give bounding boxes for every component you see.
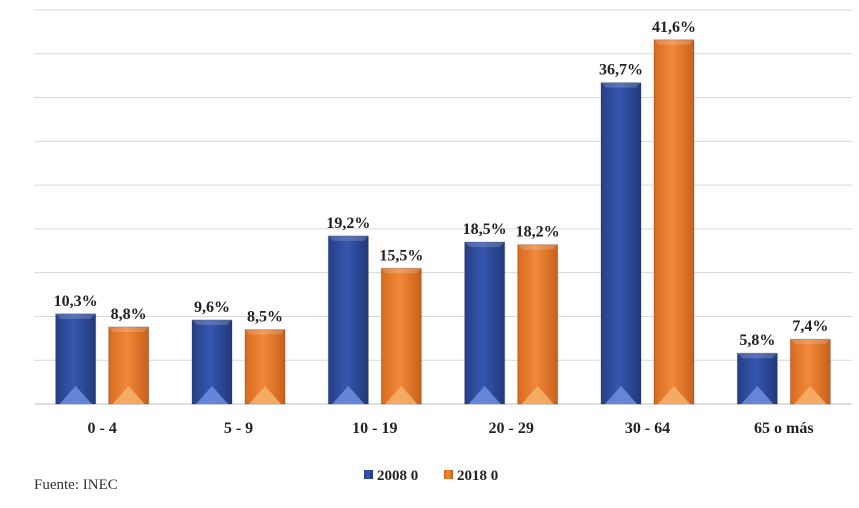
bar-base-highlight <box>196 386 228 404</box>
bar-body <box>517 244 559 405</box>
bar-top-bevel <box>245 329 285 335</box>
bar <box>600 82 642 405</box>
legend-label: 2008 0 <box>377 468 418 484</box>
legend-item: 2018 0 <box>444 468 498 484</box>
bar-base-highlight <box>112 386 145 404</box>
bar-base-highlight <box>59 386 92 404</box>
bar <box>327 235 369 405</box>
bar-top-bevel <box>464 242 505 248</box>
bar-base-highlight <box>249 386 281 404</box>
bar-top-bevel <box>737 353 778 359</box>
data-label: 18,2% <box>516 224 560 241</box>
bar <box>244 329 286 405</box>
bar <box>517 244 559 405</box>
bar-base-highlight <box>658 386 690 404</box>
bar-top-bevel <box>381 268 422 274</box>
bar-base-highlight <box>741 386 774 404</box>
legend-swatch <box>364 470 373 479</box>
bar <box>55 313 97 405</box>
bar-base-highlight <box>605 386 637 404</box>
x-tick-label: 30 - 64 <box>625 420 670 437</box>
data-label: 8,5% <box>247 309 283 326</box>
data-label: 5,8% <box>739 332 775 349</box>
bar-base-highlight <box>468 386 501 404</box>
bar-base-highlight <box>521 386 554 404</box>
bar <box>789 338 831 405</box>
x-tick-label: 20 - 29 <box>489 420 534 437</box>
bar-top-bevel <box>601 82 641 88</box>
data-label: 9,6% <box>194 299 230 316</box>
bar-top-bevel <box>192 319 232 325</box>
data-label: 36,7% <box>599 62 643 79</box>
data-label: 19,2% <box>326 215 370 232</box>
bar <box>653 39 695 405</box>
bar <box>736 352 778 405</box>
bar-body <box>600 82 642 405</box>
bar <box>108 326 150 405</box>
data-label: 8,8% <box>111 306 147 323</box>
data-label: 18,5% <box>463 221 507 238</box>
bar <box>464 241 506 405</box>
legend-label: 2018 0 <box>457 468 498 484</box>
legend-item: 2008 0 <box>364 468 418 484</box>
data-label: 7,4% <box>792 318 828 335</box>
bar-base-highlight <box>332 386 365 404</box>
bar-base-highlight <box>385 386 418 404</box>
data-label: 10,3% <box>54 293 98 310</box>
data-label: 15,5% <box>379 247 423 264</box>
x-tick-label: 0 - 4 <box>88 420 117 437</box>
bar-body <box>464 241 506 405</box>
x-tick-label: 65 o más <box>754 420 814 437</box>
bar <box>191 319 233 405</box>
bar-body <box>380 267 422 405</box>
bar-top-bevel <box>328 235 369 241</box>
bar-body <box>653 39 695 405</box>
legend-swatch <box>444 470 453 479</box>
bar <box>380 267 422 405</box>
bar-base-highlight <box>794 386 827 404</box>
x-tick-label: 5 - 9 <box>224 420 253 437</box>
bar-top-bevel <box>55 313 96 319</box>
bar-top-bevel <box>517 244 558 250</box>
bar-body <box>327 235 369 405</box>
x-tick-label: 10 - 19 <box>352 420 397 437</box>
source-note: Fuente: INEC <box>34 477 118 493</box>
bar-top-bevel <box>654 39 694 45</box>
bar-top-bevel <box>108 326 149 332</box>
data-label: 41,6% <box>652 19 696 36</box>
bar-top-bevel <box>790 339 831 345</box>
